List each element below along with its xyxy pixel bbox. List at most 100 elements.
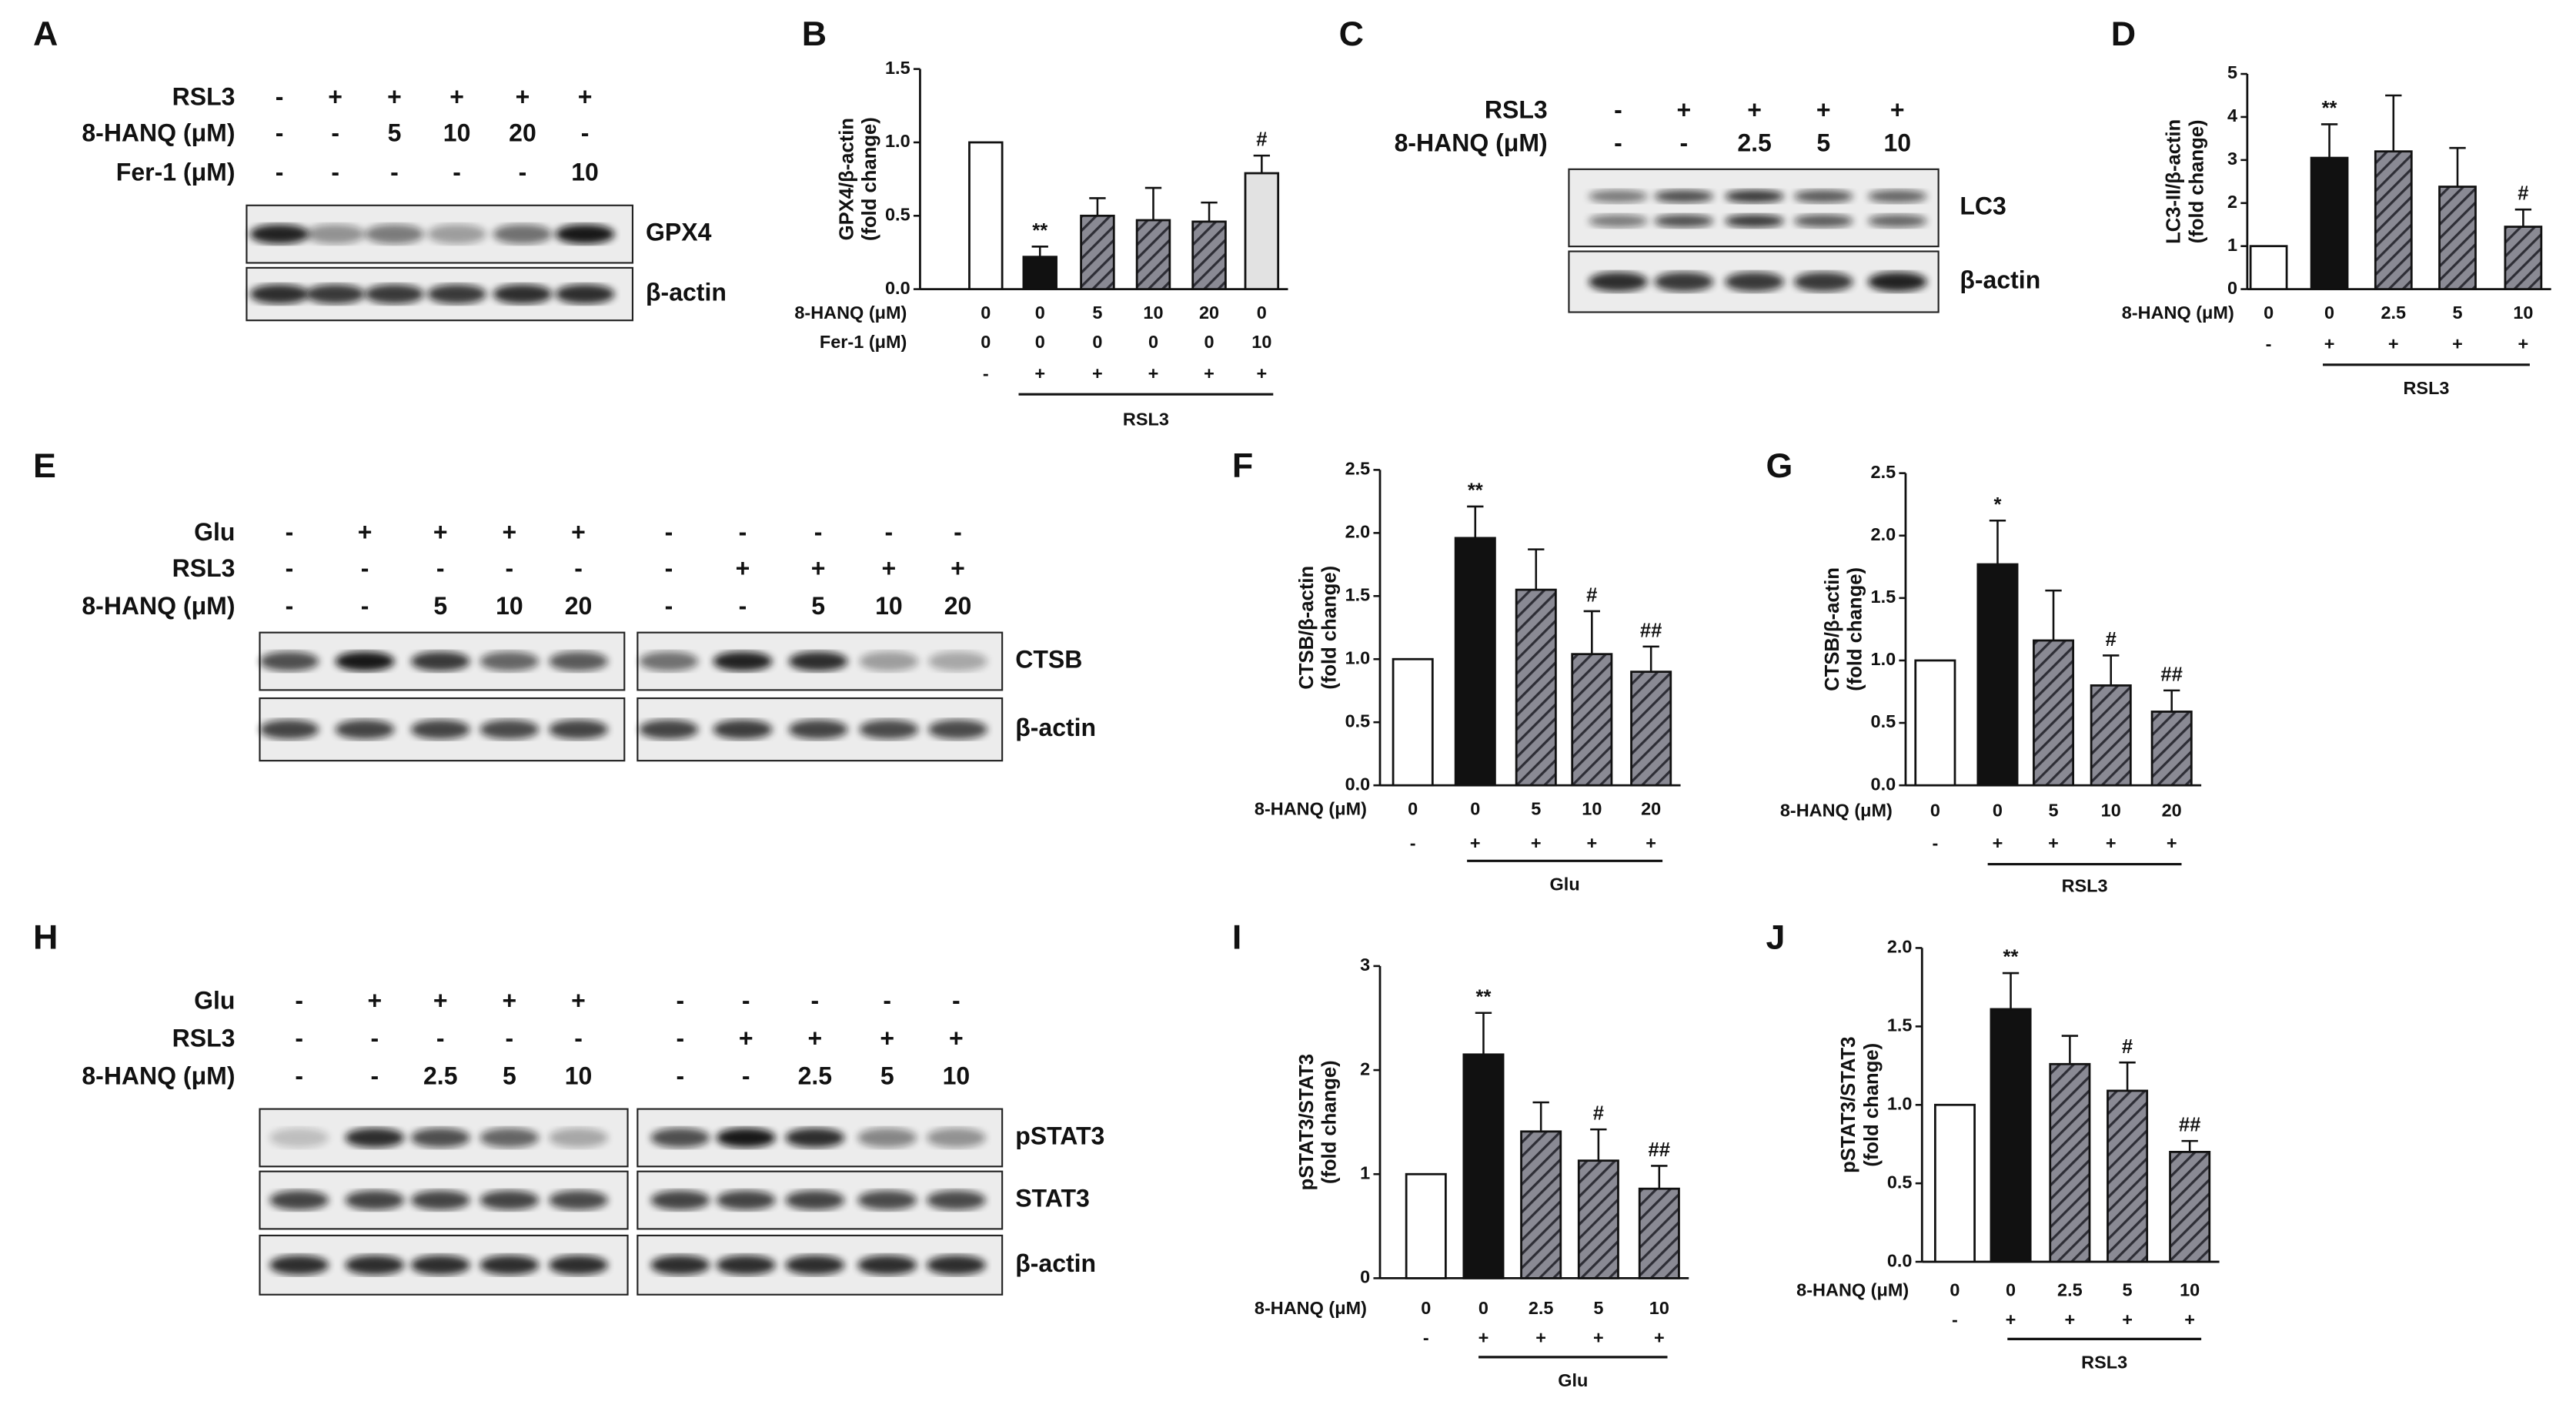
group-label: RSL3 (1123, 410, 1169, 430)
y-tick-label: 0.0 (1887, 1250, 1913, 1270)
y-tick-label: 4 (2227, 105, 2237, 125)
significance: # (1256, 129, 1267, 151)
x-row-value: 0 (1408, 798, 1418, 818)
error-bar (2320, 123, 2338, 159)
bar (2033, 639, 2075, 787)
condition-value: - (276, 83, 284, 111)
x-row-value: 5 (2049, 800, 2059, 820)
condition-value: + (808, 1024, 823, 1052)
condition-value: + (328, 83, 342, 111)
group-label: Glu (1550, 875, 1580, 895)
y-axis-label: (fold change) (1861, 1043, 1883, 1167)
y-tick-label: 2 (2227, 192, 2237, 212)
condition-value: 10 (1883, 129, 1911, 156)
condition-value: 10 (943, 1062, 971, 1089)
band (410, 1255, 470, 1276)
band (785, 1190, 845, 1210)
panel-letter: B (802, 15, 827, 53)
band (713, 651, 773, 671)
y-tick-label: 1 (1360, 1162, 1370, 1182)
y-tick-label: 0.5 (885, 204, 910, 224)
condition-value: + (811, 554, 826, 582)
band (259, 719, 319, 740)
band-label: CTSB (1015, 645, 1082, 673)
condition-value: - (574, 554, 583, 582)
condition-value: - (453, 159, 461, 186)
x-row-value: - (1952, 1309, 1958, 1329)
y-tick-label: 0.0 (1871, 774, 1896, 794)
condition-value: - (677, 986, 685, 1014)
band (479, 719, 540, 740)
x-row-value: + (1256, 363, 1267, 383)
band (926, 1255, 986, 1276)
condition-value: 20 (565, 592, 593, 620)
significance: ## (1649, 1139, 1671, 1161)
condition-value: 5 (811, 592, 825, 620)
y-tick-label: 1.5 (1871, 587, 1896, 607)
x-row-label: 8-HANQ (μM) (1255, 798, 1367, 818)
significance: # (2122, 1036, 2133, 1058)
bar (2049, 1062, 2091, 1263)
condition-value: + (571, 986, 586, 1014)
error-bar (2449, 146, 2466, 187)
band (345, 1190, 405, 1210)
significance: ** (1032, 220, 1047, 242)
band (249, 224, 309, 244)
y-tick-label: 2.5 (1345, 459, 1371, 479)
band-label: β-actin (1960, 266, 2040, 293)
error-bar (2103, 654, 2120, 686)
band (859, 719, 919, 740)
condition-value: 5 (1816, 129, 1830, 156)
condition-value: - (295, 986, 303, 1014)
y-tick-label: 0.0 (885, 278, 910, 298)
x-row-value: - (1410, 833, 1416, 853)
band (785, 1128, 845, 1148)
band-label: β-actin (646, 278, 727, 306)
error-bar (1989, 520, 2006, 565)
significance: # (1586, 585, 1597, 607)
panel-letter: H (33, 918, 58, 957)
bar (1571, 653, 1613, 787)
condition-value: - (581, 119, 590, 146)
x-row-value: 10 (1582, 798, 1602, 818)
condition-value: 10 (443, 119, 471, 146)
y-tick-label: 0 (1360, 1267, 1370, 1287)
band (345, 1128, 405, 1148)
band (716, 1255, 776, 1276)
y-tick-label: 1.0 (1871, 649, 1896, 669)
y-axis-label: (fold change) (2187, 119, 2208, 243)
band (1589, 189, 1648, 203)
condition-value: - (276, 159, 284, 186)
band (335, 651, 395, 671)
x-row-value: + (2452, 333, 2463, 353)
x-row-value: 0 (1930, 800, 1940, 820)
condition-label: 8-HANQ (μM) (82, 119, 235, 146)
band (427, 284, 487, 304)
band (788, 651, 848, 671)
bar (1462, 1053, 1505, 1279)
condition-value: - (954, 518, 962, 546)
condition-value: + (736, 554, 750, 582)
x-row-value: + (2048, 833, 2059, 853)
x-row-value: + (1586, 833, 1597, 853)
band (926, 1190, 986, 1210)
bar (968, 141, 1004, 291)
error-bar (1475, 1012, 1492, 1055)
condition-label: Fer-1 (μM) (116, 159, 236, 186)
x-row-label: 8-HANQ (μM) (2122, 303, 2234, 323)
band (410, 719, 470, 740)
y-tick-label: 0 (2227, 278, 2237, 298)
band (479, 1128, 540, 1148)
condition-value: - (574, 1024, 583, 1052)
condition-value: - (519, 159, 527, 186)
condition-value: 5 (880, 1062, 894, 1089)
significance: ## (2160, 664, 2183, 685)
band (479, 1255, 540, 1276)
x-row-value: + (1645, 833, 1656, 853)
error-bar (1031, 246, 1048, 257)
condition-value: - (742, 986, 750, 1014)
bar (1630, 671, 1672, 787)
x-row-value: 20 (2162, 800, 2182, 820)
band (410, 1128, 470, 1148)
error-bar (2181, 1139, 2198, 1152)
